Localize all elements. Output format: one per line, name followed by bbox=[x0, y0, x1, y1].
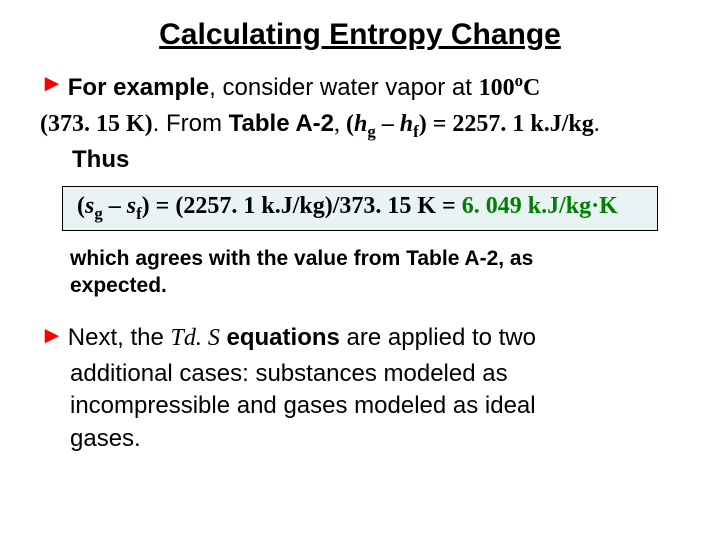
note-text: which agrees with the value from Table A… bbox=[70, 245, 650, 300]
bullet-1-text: For example, consider water vapor at 100… bbox=[68, 70, 680, 104]
bullet-2-line2: additional cases: substances modeled as bbox=[70, 358, 680, 390]
bullet-1: ► For example, consider water vapor at 1… bbox=[40, 70, 680, 104]
arrow-icon: ► bbox=[40, 322, 64, 351]
thus-label: Thus bbox=[72, 144, 680, 176]
bullet-2-line3: incompressible and gases modeled as idea… bbox=[70, 390, 680, 422]
slide-title: Calculating Entropy Change bbox=[40, 18, 680, 52]
equation-box: (sg – sf) = (2257. 1 k.J/kg)/373. 15 K =… bbox=[62, 186, 658, 231]
bullet-1-line2: (373. 15 K). From Table A-2, (hg – hf) =… bbox=[40, 108, 680, 143]
bullet-2-line4: gases. bbox=[70, 423, 680, 455]
bullet-2: ► Next, the Td. S equations are applied … bbox=[40, 322, 680, 354]
arrow-icon: ► bbox=[40, 70, 64, 99]
bullet-2-text: Next, the Td. S equations are applied to… bbox=[68, 322, 680, 354]
result-value: 6. 049 k.J/kg·K bbox=[462, 193, 618, 219]
